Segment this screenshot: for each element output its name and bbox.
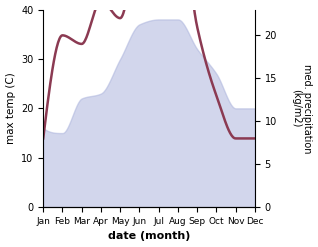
Y-axis label: max temp (C): max temp (C)	[5, 72, 16, 144]
Y-axis label: med. precipitation
(kg/m2): med. precipitation (kg/m2)	[291, 64, 313, 153]
X-axis label: date (month): date (month)	[108, 231, 190, 242]
